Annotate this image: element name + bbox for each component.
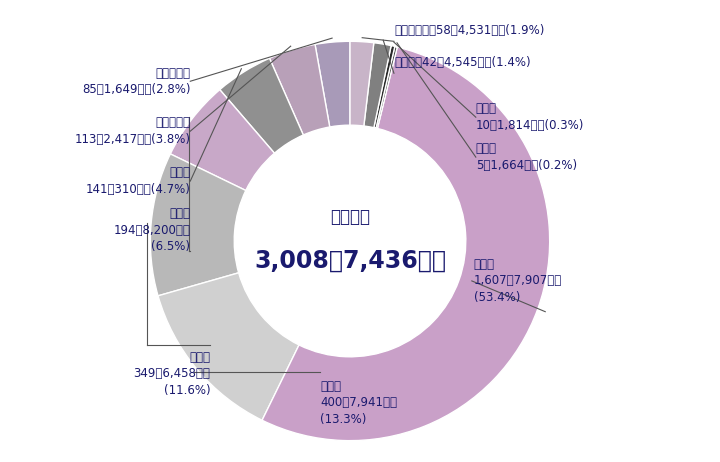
- Circle shape: [234, 125, 466, 357]
- Text: 教育費
349億6,458万円
(11.6%): 教育費 349億6,458万円 (11.6%): [133, 351, 210, 397]
- Wedge shape: [158, 273, 299, 420]
- Text: 公債費　42億4,545万円(1.4%): 公債費 42億4,545万円(1.4%): [394, 56, 531, 69]
- Wedge shape: [315, 41, 350, 127]
- Wedge shape: [220, 58, 303, 153]
- Wedge shape: [171, 90, 274, 190]
- Wedge shape: [364, 43, 391, 128]
- Text: 産業経済費　58億4,531万円(1.9%): 産業経済費 58億4,531万円(1.9%): [394, 24, 544, 37]
- Wedge shape: [350, 41, 374, 126]
- Wedge shape: [269, 44, 330, 135]
- Text: 3,008億7,436万円: 3,008億7,436万円: [254, 249, 446, 273]
- Wedge shape: [374, 46, 395, 128]
- Text: 土木費
194億8,200万円
(6.5%): 土木費 194億8,200万円 (6.5%): [114, 207, 190, 253]
- Text: 環境清掃費
113億2,417万円(3.8%): 環境清掃費 113億2,417万円(3.8%): [74, 116, 190, 146]
- Text: 総務費
400億7,941万円
(13.3%): 総務費 400億7,941万円 (13.3%): [320, 380, 397, 426]
- Text: 歳出総額: 歳出総額: [330, 208, 370, 226]
- Wedge shape: [262, 47, 549, 441]
- Wedge shape: [376, 46, 397, 128]
- Text: 都市整備費
85億1,649万円(2.8%): 都市整備費 85億1,649万円(2.8%): [82, 67, 190, 96]
- Text: 衛生費
141億310万円(4.7%): 衛生費 141億310万円(4.7%): [86, 166, 190, 196]
- Text: 議会費
10億1,814万円(0.3%): 議会費 10億1,814万円(0.3%): [476, 103, 584, 132]
- Wedge shape: [150, 154, 246, 296]
- Text: その他
5億1,664万円(0.2%): その他 5億1,664万円(0.2%): [476, 142, 577, 172]
- Text: 福祉費
1,607億7,907万円
(53.4%): 福祉費 1,607億7,907万円 (53.4%): [474, 258, 562, 304]
